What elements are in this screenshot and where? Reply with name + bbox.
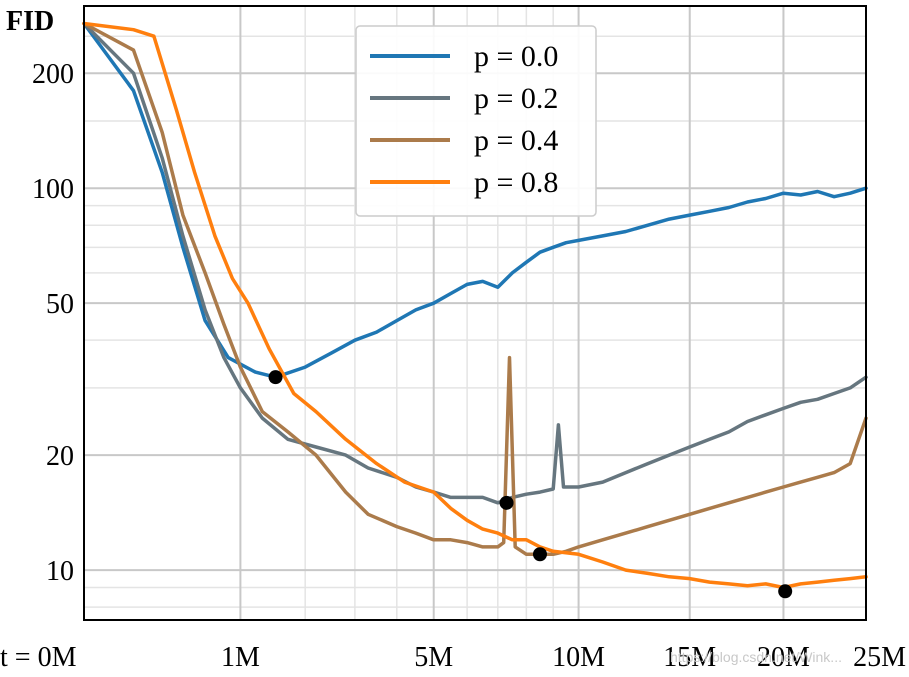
- x-tick-label: 25M: [853, 642, 906, 673]
- y-tick-label: 20: [46, 441, 74, 472]
- y-tick-label: 100: [32, 174, 74, 205]
- x-tick-label: 10M: [552, 642, 605, 673]
- y-tick-label: 10: [46, 556, 74, 587]
- best-point-markers: [268, 370, 793, 599]
- legend-label: p = 0.8: [474, 166, 558, 199]
- legend-box: [355, 25, 597, 217]
- legend: p = 0.0 p = 0.2 p = 0.4 p = 0.8: [355, 25, 597, 217]
- legend-label: p = 0.0: [474, 40, 558, 73]
- series-line-3: [82, 21, 868, 590]
- best-fid-marker: [268, 370, 283, 385]
- y-tick-label: 50: [46, 289, 74, 320]
- x-tick-label: 15M: [663, 642, 716, 673]
- series-line-1: [82, 21, 868, 505]
- legend-label: p = 0.2: [474, 82, 558, 115]
- best-fid-marker: [532, 547, 547, 562]
- best-fid-marker: [499, 495, 514, 510]
- y-axis-title: FID: [6, 6, 54, 37]
- series-line-2: [82, 21, 868, 557]
- series-lines: [82, 21, 868, 590]
- best-fid-marker: [778, 584, 793, 599]
- axes: [83, 5, 867, 621]
- tick-labels: t = 0M 1M 5M 10M 15M 20M 25M 10 20 50 100 200: [0, 59, 906, 673]
- x-tick-label: 5M: [414, 642, 453, 673]
- x-tick-label: 1M: [221, 642, 260, 673]
- x-tick-label: 20M: [757, 642, 810, 673]
- x-tick-label: t = 0M: [0, 642, 77, 673]
- series-line-0: [82, 21, 868, 379]
- watermark-text: https://blog.csdn.net/Wink...: [670, 649, 842, 665]
- y-tick-label: 200: [32, 59, 74, 90]
- plot-frame: [83, 5, 867, 621]
- legend-label: p = 0.4: [474, 124, 558, 157]
